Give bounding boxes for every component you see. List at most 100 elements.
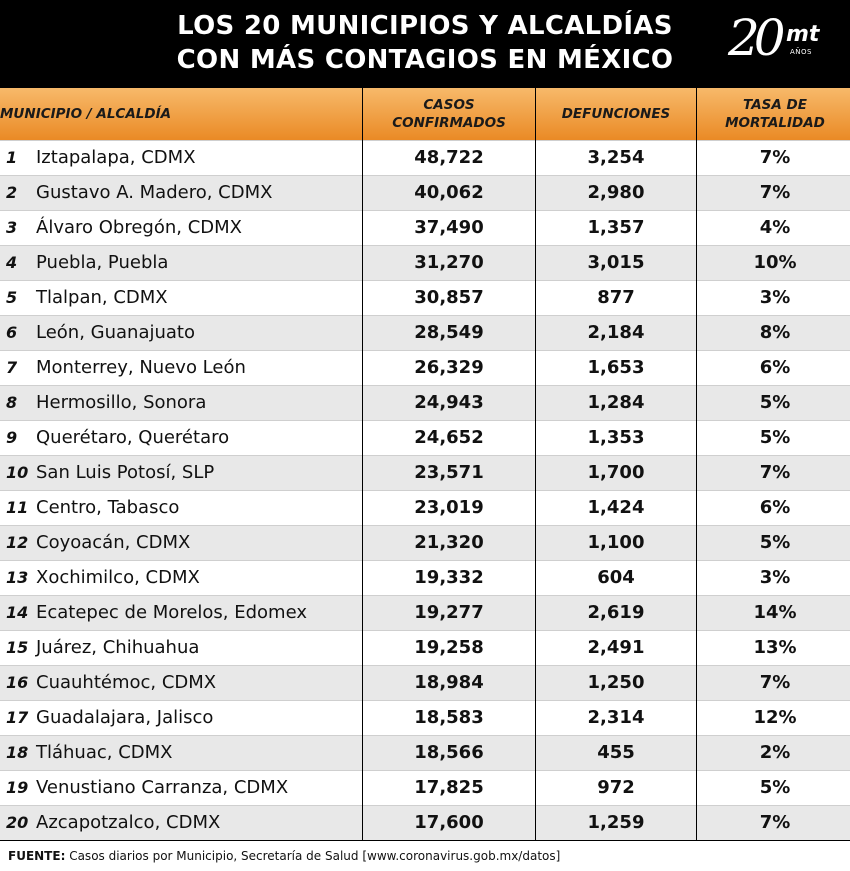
cell-tasa: 5% xyxy=(697,525,850,560)
row-rank: 2 xyxy=(0,183,36,202)
cell-tasa: 12% xyxy=(697,700,850,735)
row-municipio-name: Juárez, Chihuahua xyxy=(36,637,199,658)
row-rank: 9 xyxy=(0,428,36,447)
row-rank: 7 xyxy=(0,358,36,377)
cell-defunciones: 1,259 xyxy=(536,805,697,840)
row-municipio-name: Hermosillo, Sonora xyxy=(36,392,206,413)
cell-casos: 48,722 xyxy=(363,140,536,175)
cell-casos: 17,600 xyxy=(363,805,536,840)
row-rank: 1 xyxy=(0,148,36,167)
title-line-2: CON MÁS CONTAGIOS EN MÉXICO xyxy=(0,43,850,77)
cell-casos: 19,277 xyxy=(363,595,536,630)
row-rank: 4 xyxy=(0,253,36,272)
cell-tasa: 3% xyxy=(697,280,850,315)
row-rank: 19 xyxy=(0,778,36,797)
cell-defunciones: 2,980 xyxy=(536,175,697,210)
cell-tasa: 8% xyxy=(697,315,850,350)
column-header-tasa-line1: TASA DE xyxy=(697,96,850,114)
cell-defunciones: 1,357 xyxy=(536,210,697,245)
row-rank: 3 xyxy=(0,218,36,237)
page-title: LOS 20 MUNICIPIOS Y ALCALDÍAS CON MÁS CO… xyxy=(0,9,850,77)
row-municipio-name: San Luis Potosí, SLP xyxy=(36,462,214,483)
row-municipio-name: Azcapotzalco, CDMX xyxy=(36,812,220,833)
row-rank: 13 xyxy=(0,568,36,587)
row-municipio-name: Álvaro Obregón, CDMX xyxy=(36,217,242,238)
row-municipio-name: Coyoacán, CDMX xyxy=(36,532,190,553)
cell-defunciones: 2,619 xyxy=(536,595,697,630)
row-municipio-name: Tláhuac, CDMX xyxy=(36,742,173,763)
cell-casos: 28,549 xyxy=(363,315,536,350)
row-rank: 15 xyxy=(0,638,36,657)
row-rank: 12 xyxy=(0,533,36,552)
row-municipio-name: Puebla, Puebla xyxy=(36,252,168,273)
cell-tasa: 14% xyxy=(697,595,850,630)
cell-defunciones: 3,015 xyxy=(536,245,697,280)
row-municipio-name: Querétaro, Querétaro xyxy=(36,427,229,448)
cell-defunciones: 1,284 xyxy=(536,385,697,420)
cell-tasa: 7% xyxy=(697,140,850,175)
cell-casos: 23,019 xyxy=(363,490,536,525)
row-rank: 5 xyxy=(0,288,36,307)
source-footer: FUENTE: Casos diarios por Municipio, Sec… xyxy=(0,840,850,870)
cell-defunciones: 1,700 xyxy=(536,455,697,490)
cell-tasa: 6% xyxy=(697,350,850,385)
cell-defunciones: 1,653 xyxy=(536,350,697,385)
cell-casos: 26,329 xyxy=(363,350,536,385)
row-rank: 16 xyxy=(0,673,36,692)
cell-tasa: 3% xyxy=(697,560,850,595)
row-municipio-name: Tlalpan, CDMX xyxy=(36,287,168,308)
row-municipio-name: Cuauhtémoc, CDMX xyxy=(36,672,216,693)
cell-tasa: 7% xyxy=(697,665,850,700)
column-header-casos-line2: CONFIRMADOS xyxy=(363,114,535,132)
row-rank: 10 xyxy=(0,463,36,482)
cell-defunciones: 3,254 xyxy=(536,140,697,175)
column-header-casos-line1: CASOS xyxy=(363,96,535,114)
cell-tasa: 5% xyxy=(697,420,850,455)
cell-casos: 31,270 xyxy=(363,245,536,280)
row-municipio-name: Xochimilco, CDMX xyxy=(36,567,200,588)
cell-tasa: 7% xyxy=(697,455,850,490)
column-header-municipio: MUNICIPIO / ALCALDÍA xyxy=(0,88,363,140)
logo-subtitle: AÑOS xyxy=(790,48,812,56)
row-rank: 14 xyxy=(0,603,36,622)
row-municipio-name: Guadalajara, Jalisco xyxy=(36,707,213,728)
cell-defunciones: 2,314 xyxy=(536,700,697,735)
row-municipio-name: Ecatepec de Morelos, Edomex xyxy=(36,602,307,623)
cell-defunciones: 972 xyxy=(536,770,697,805)
data-table: MUNICIPIO / ALCALDÍA CASOS CONFIRMADOS D… xyxy=(0,88,850,840)
cell-tasa: 7% xyxy=(697,805,850,840)
table-header: MUNICIPIO / ALCALDÍA CASOS CONFIRMADOS D… xyxy=(0,88,850,140)
row-municipio-name: Iztapalapa, CDMX xyxy=(36,147,196,168)
cell-casos: 24,652 xyxy=(363,420,536,455)
cell-defunciones: 1,100 xyxy=(536,525,697,560)
cell-defunciones: 2,184 xyxy=(536,315,697,350)
title-line-1: LOS 20 MUNICIPIOS Y ALCALDÍAS xyxy=(0,9,850,43)
row-rank: 20 xyxy=(0,813,36,832)
cell-defunciones: 1,250 xyxy=(536,665,697,700)
cell-tasa: 5% xyxy=(697,770,850,805)
cell-tasa: 7% xyxy=(697,175,850,210)
cell-casos: 30,857 xyxy=(363,280,536,315)
cell-defunciones: 1,353 xyxy=(536,420,697,455)
brand-logo: 20 mt AÑOS xyxy=(728,14,828,74)
